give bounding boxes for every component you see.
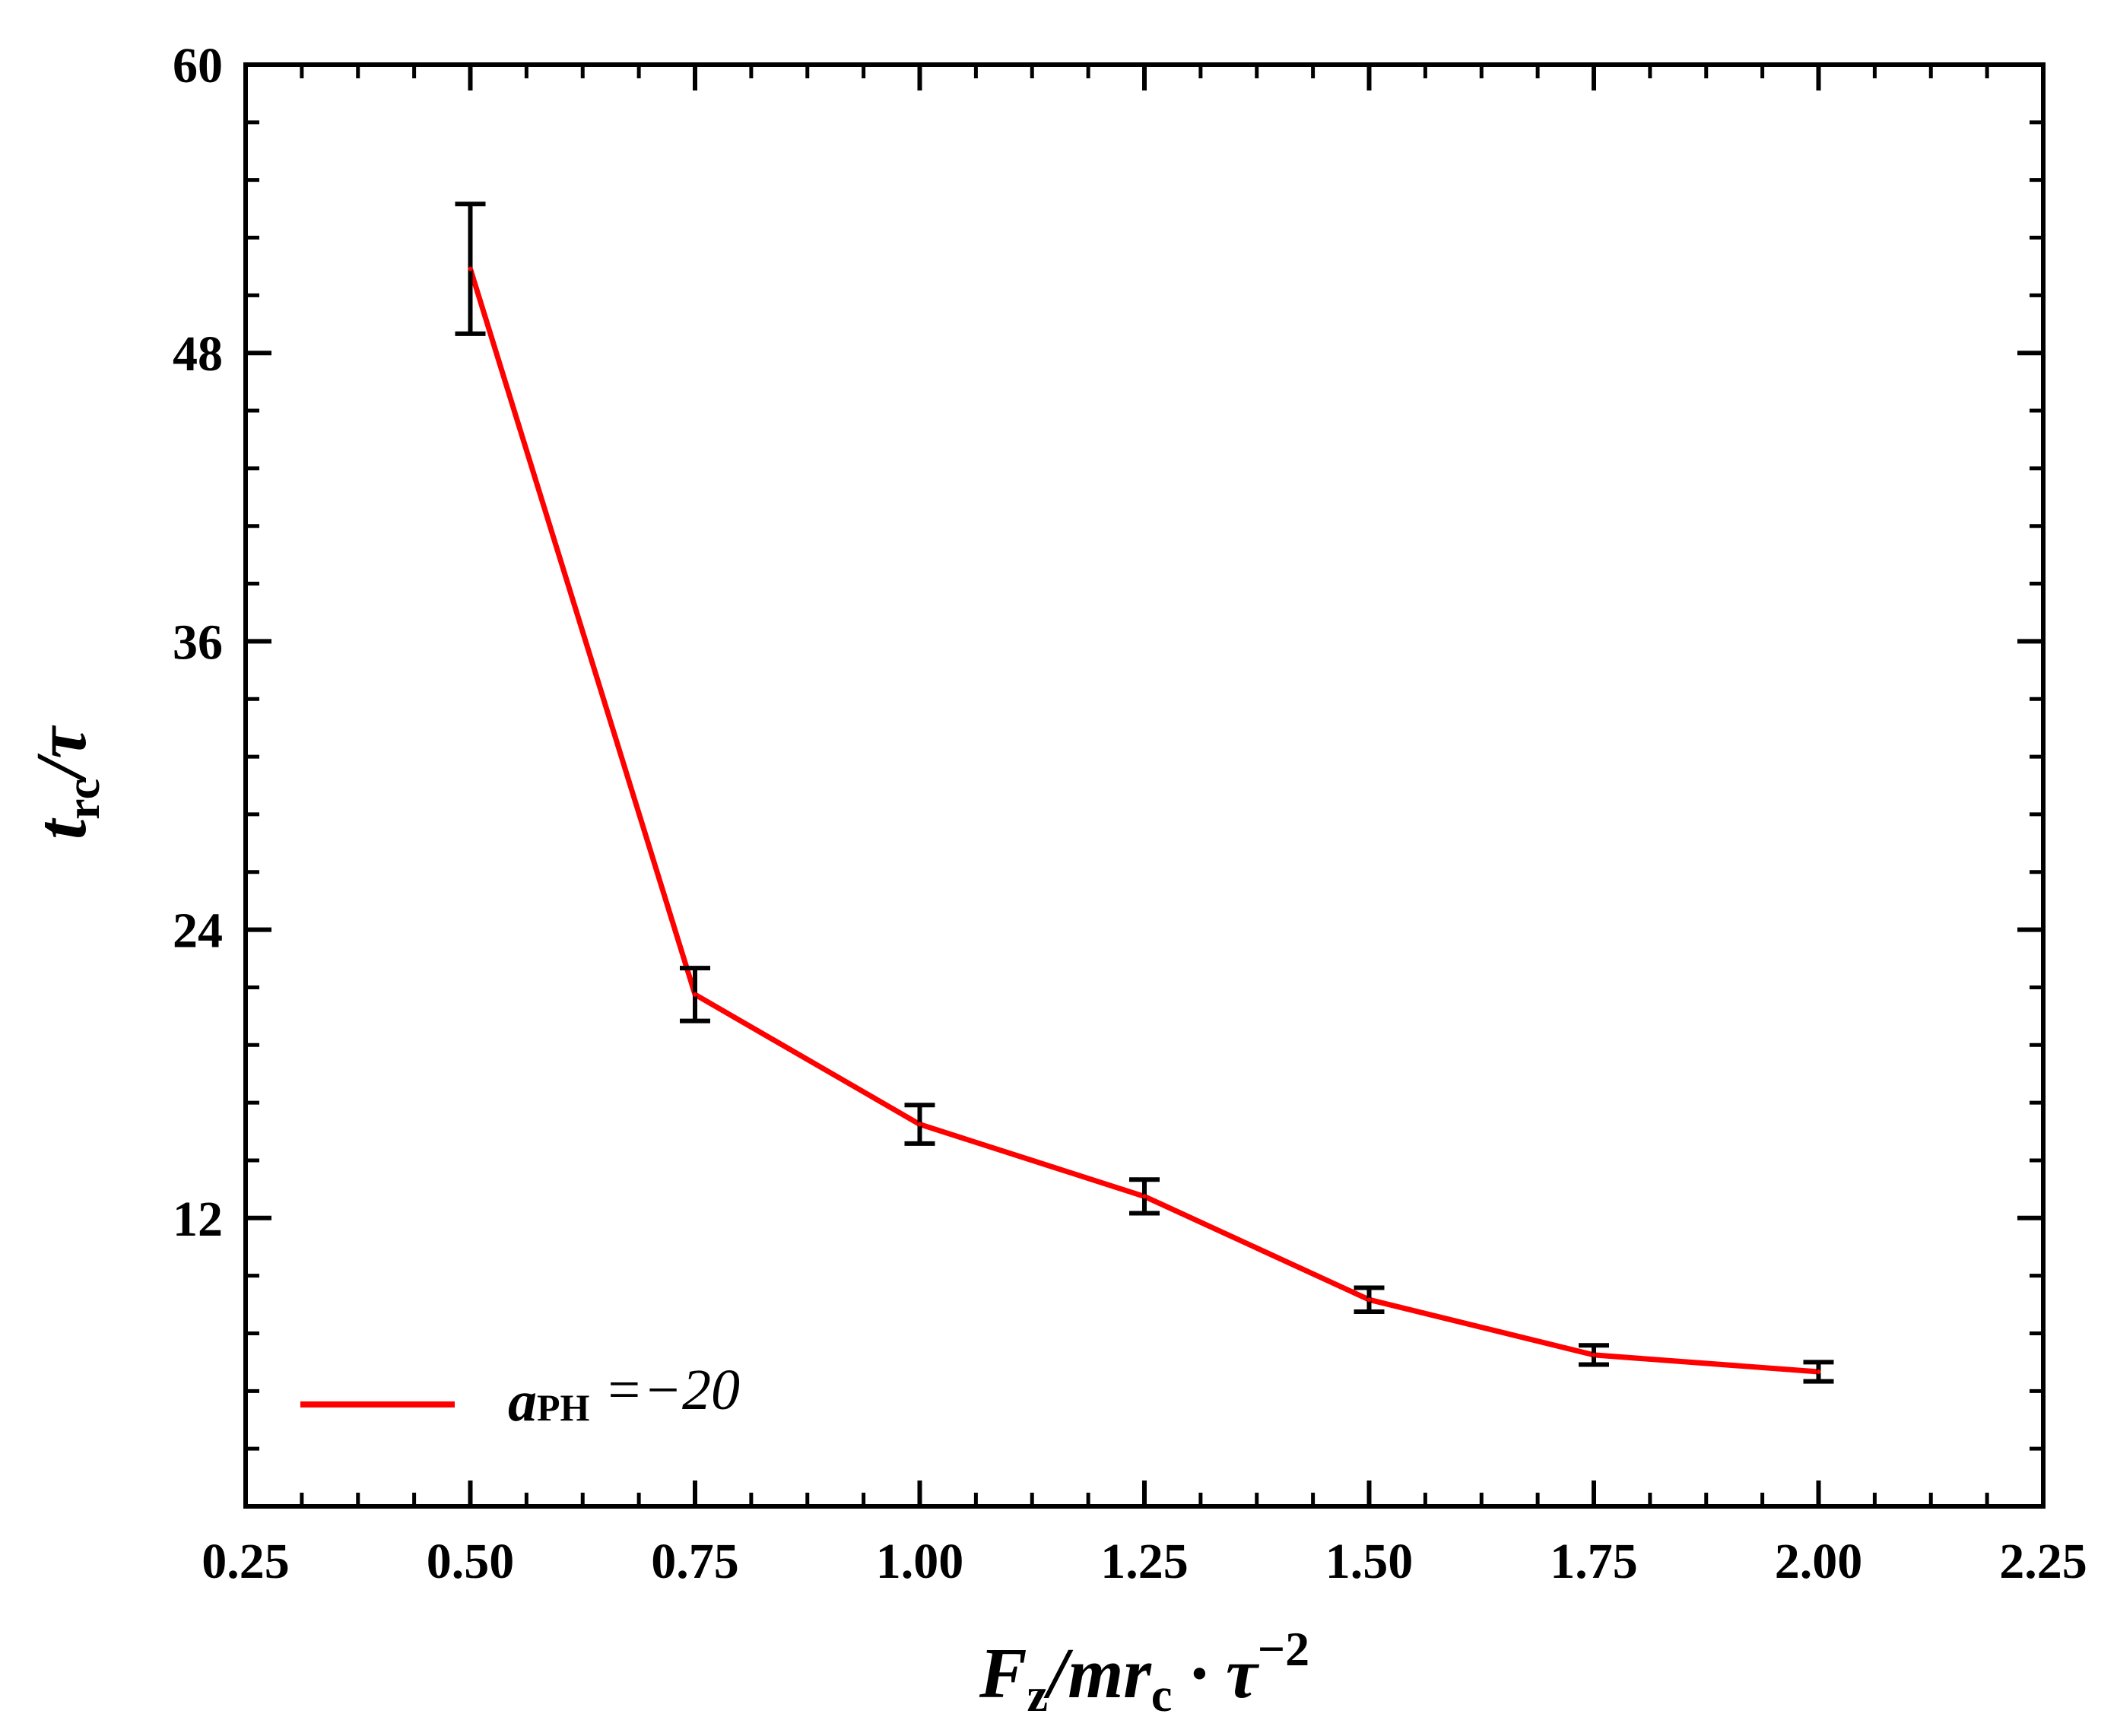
series-layer	[455, 202, 1834, 1384]
x-tick-label: 0.75	[651, 1534, 739, 1589]
data-point	[1592, 1352, 1596, 1357]
y-tick-labels: 12 24 36 48 60	[173, 38, 223, 1247]
y-tick-label: 24	[173, 903, 223, 959]
x-tick-label: 1.75	[1550, 1534, 1638, 1589]
x-tick-label: 0.25	[202, 1534, 290, 1589]
major-ticks	[243, 62, 2046, 1506]
x-tick-label: 0.50	[427, 1534, 515, 1589]
x-tick-label: 1.50	[1325, 1534, 1414, 1589]
data-point	[693, 992, 697, 997]
data-point	[468, 266, 473, 271]
x-tick-labels: 0.25 0.50 0.75 1.00 1.25 1.50 1.75 2.00 2.25	[202, 1534, 2087, 1589]
y-axis-title: trc/τ	[22, 725, 110, 839]
data-point	[917, 1122, 922, 1127]
x-tick-label: 2.25	[1999, 1534, 2087, 1589]
data-point	[1816, 1369, 1821, 1375]
legend-swatch-marker	[376, 1402, 380, 1407]
legend: aPH =−20	[300, 1358, 740, 1433]
x-tick-label: 1.25	[1100, 1534, 1189, 1589]
x-tick-label: 2.00	[1775, 1534, 1863, 1589]
x-tick-label: 1.00	[876, 1534, 964, 1589]
y-tick-label: 48	[173, 326, 223, 382]
y-tick-label: 36	[173, 614, 223, 670]
y-tick-label: 12	[173, 1192, 223, 1247]
minor-ticks	[246, 65, 2043, 1506]
legend-label: aPH =−20	[508, 1358, 740, 1433]
data-point	[1142, 1194, 1147, 1199]
plot-frame	[243, 62, 2046, 1509]
x-axis-title: Fz/mrc · τ−2	[979, 1622, 1309, 1722]
data-point	[1366, 1297, 1372, 1303]
y-tick-label: 60	[173, 38, 223, 94]
